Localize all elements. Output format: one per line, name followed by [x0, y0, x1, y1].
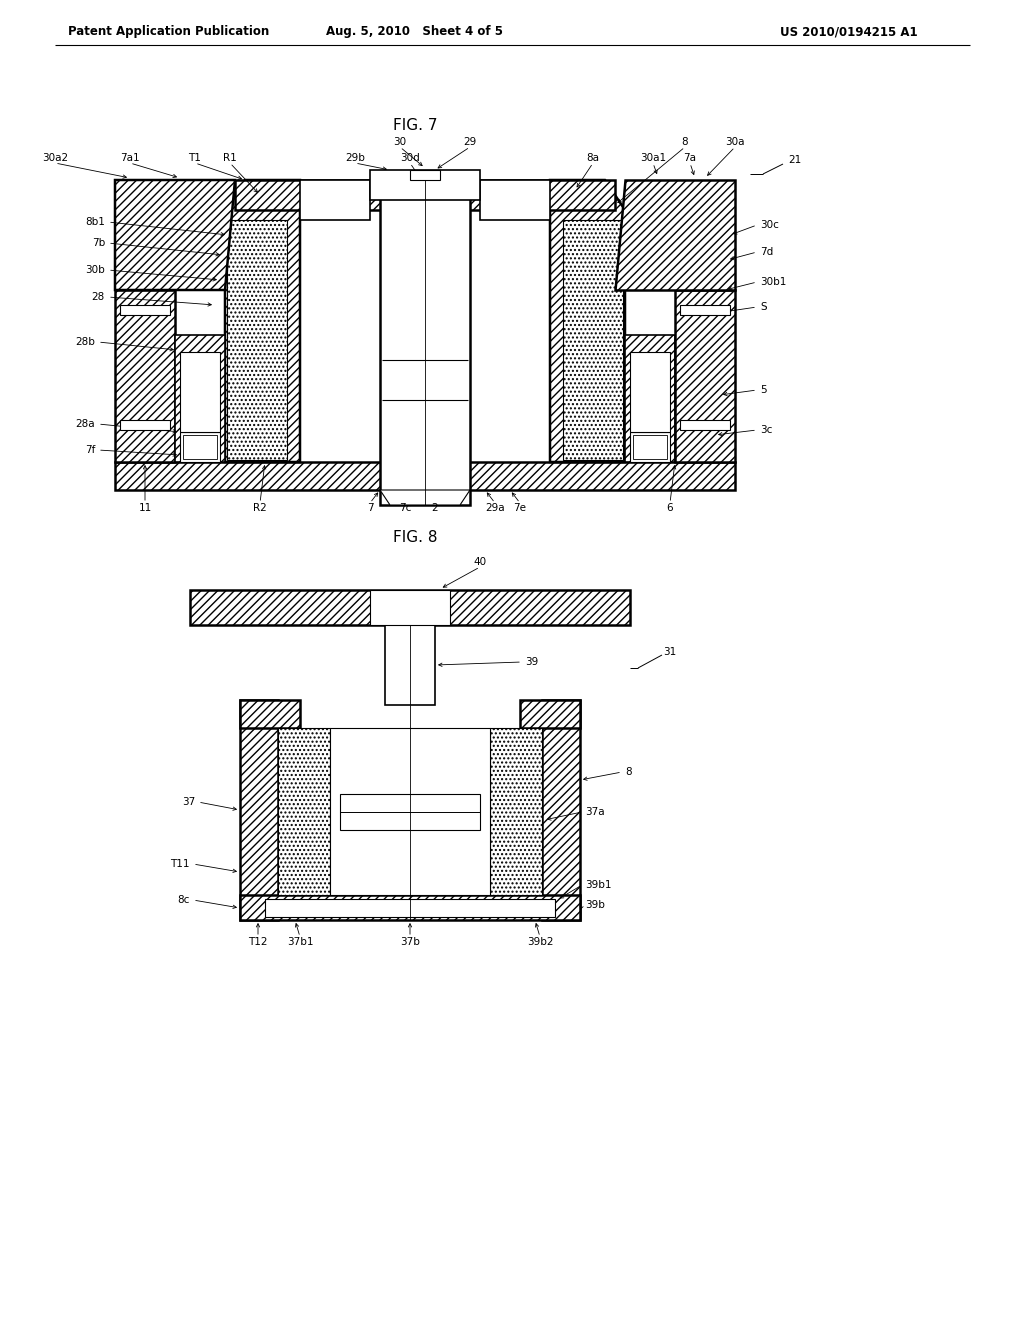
- Text: 3c: 3c: [760, 425, 772, 436]
- Text: 30: 30: [393, 137, 407, 147]
- Text: 31: 31: [664, 647, 677, 657]
- Text: T12: T12: [248, 937, 267, 946]
- Bar: [330, 729, 490, 895]
- Text: Patent Application Publication: Patent Application Publication: [68, 25, 269, 38]
- Text: 29b: 29b: [345, 153, 365, 162]
- Bar: [680, 420, 730, 430]
- Text: 30b1: 30b1: [760, 277, 786, 286]
- Polygon shape: [615, 180, 735, 290]
- Text: T11: T11: [171, 859, 190, 869]
- Text: 39b2: 39b2: [526, 937, 553, 946]
- Bar: [490, 729, 542, 895]
- Bar: [633, 436, 667, 459]
- Bar: [180, 352, 220, 432]
- Text: 7d: 7d: [760, 247, 773, 257]
- Bar: [183, 436, 217, 459]
- Text: 7: 7: [367, 503, 374, 513]
- Text: 30a: 30a: [725, 137, 744, 147]
- Text: S: S: [760, 302, 767, 312]
- Text: FIG. 8: FIG. 8: [393, 531, 437, 545]
- Text: 7b: 7b: [92, 238, 105, 248]
- Text: 21: 21: [788, 154, 802, 165]
- Text: 30a1: 30a1: [640, 153, 666, 162]
- Text: R2: R2: [253, 503, 267, 513]
- Text: 8: 8: [625, 767, 632, 777]
- Text: 11: 11: [138, 503, 152, 513]
- Bar: [680, 305, 730, 315]
- Text: T1: T1: [188, 153, 202, 162]
- Polygon shape: [380, 490, 470, 506]
- Text: 5: 5: [760, 385, 767, 395]
- Polygon shape: [190, 590, 630, 624]
- Text: 8b1: 8b1: [85, 216, 105, 227]
- Text: 40: 40: [473, 557, 486, 568]
- Text: 8: 8: [682, 137, 688, 147]
- Polygon shape: [240, 700, 300, 729]
- Polygon shape: [225, 180, 300, 462]
- Bar: [630, 432, 670, 462]
- Text: 39: 39: [525, 657, 539, 667]
- Bar: [480, 180, 550, 220]
- Text: 37b: 37b: [400, 937, 420, 946]
- Text: 28b: 28b: [75, 337, 95, 347]
- Bar: [370, 590, 450, 624]
- Text: 30b: 30b: [85, 265, 105, 275]
- Text: 30c: 30c: [760, 220, 779, 230]
- Bar: [563, 220, 623, 459]
- Bar: [265, 899, 555, 917]
- Text: R1: R1: [223, 153, 237, 162]
- Text: 39b: 39b: [585, 900, 605, 909]
- Bar: [120, 420, 170, 430]
- Polygon shape: [520, 700, 580, 729]
- Bar: [120, 305, 170, 315]
- Text: 30a2: 30a2: [42, 153, 68, 162]
- Polygon shape: [675, 290, 735, 462]
- Polygon shape: [625, 335, 675, 462]
- Text: 8a: 8a: [587, 153, 599, 162]
- Polygon shape: [234, 180, 615, 210]
- Text: 7a: 7a: [683, 153, 696, 162]
- Polygon shape: [550, 180, 625, 462]
- Bar: [340, 795, 480, 830]
- Text: 29a: 29a: [485, 503, 505, 513]
- Bar: [380, 176, 470, 506]
- Polygon shape: [115, 290, 175, 462]
- Text: 30d: 30d: [400, 153, 420, 162]
- Bar: [180, 432, 220, 462]
- Polygon shape: [175, 335, 225, 462]
- Polygon shape: [115, 180, 234, 290]
- Text: 37: 37: [181, 797, 195, 807]
- Text: 7f: 7f: [85, 445, 95, 455]
- Polygon shape: [542, 700, 580, 920]
- Text: 7c: 7c: [398, 503, 412, 513]
- Bar: [300, 180, 370, 220]
- Text: 7a1: 7a1: [120, 153, 140, 162]
- Bar: [278, 729, 330, 895]
- Text: 29: 29: [464, 137, 476, 147]
- Text: 37b1: 37b1: [287, 937, 313, 946]
- Polygon shape: [115, 462, 735, 490]
- Text: 2: 2: [432, 503, 438, 513]
- Bar: [385, 624, 435, 705]
- Text: 39b1: 39b1: [585, 880, 611, 890]
- Polygon shape: [240, 895, 580, 920]
- Text: 7e: 7e: [513, 503, 526, 513]
- Bar: [630, 352, 670, 432]
- Text: 6: 6: [667, 503, 674, 513]
- Text: 8c: 8c: [177, 895, 190, 906]
- Text: 37a: 37a: [585, 807, 604, 817]
- Text: US 2010/0194215 A1: US 2010/0194215 A1: [780, 25, 918, 38]
- Text: FIG. 7: FIG. 7: [393, 117, 437, 132]
- Text: 28: 28: [92, 292, 105, 302]
- Text: Aug. 5, 2010   Sheet 4 of 5: Aug. 5, 2010 Sheet 4 of 5: [327, 25, 504, 38]
- Bar: [410, 170, 440, 180]
- Polygon shape: [240, 700, 278, 920]
- Bar: [370, 170, 480, 201]
- Text: 28a: 28a: [76, 418, 95, 429]
- Bar: [227, 220, 287, 459]
